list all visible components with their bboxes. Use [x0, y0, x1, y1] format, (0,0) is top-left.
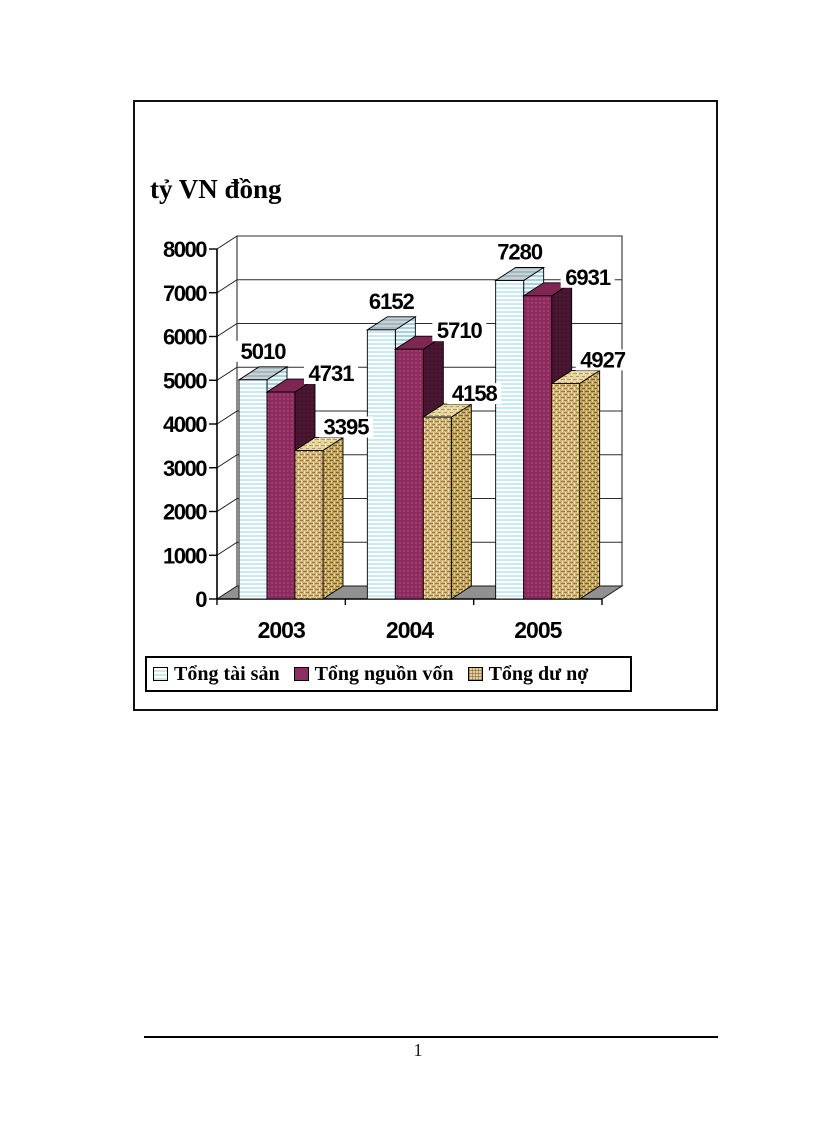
y-tick-label: 3000 — [163, 456, 207, 481]
gridline-side — [216, 279, 238, 294]
chart-frame: 0 1000 2000 3000 4000 5000 6000 7000 8000 2003 200… — [133, 100, 718, 711]
bar-value-label-bg — [236, 340, 290, 362]
x-category-label: 2003 — [258, 617, 305, 643]
legend-item-tong-du-no: Tổng dư nợ — [467, 662, 589, 686]
bar-value-label-bg — [560, 266, 615, 288]
bar-value-label-bg — [575, 349, 630, 371]
legend-label: Tổng nguồn vốn — [314, 662, 454, 685]
y-tick-label: 5000 — [163, 368, 207, 393]
bar-front — [266, 391, 296, 600]
y-tick-label: 8000 — [163, 237, 207, 262]
y-tick-label: 0 — [195, 587, 207, 612]
bar-side — [322, 436, 344, 600]
gridline-side — [216, 454, 238, 469]
bar-value-label: 4731 — [309, 361, 355, 386]
bar-tong-du-no-2005 — [550, 369, 602, 600]
legend-label: Tổng tài sản — [174, 662, 280, 685]
gridline-side — [216, 366, 238, 381]
bar-front — [238, 379, 268, 600]
bar-value-label: 5710 — [437, 318, 483, 343]
gridline-side — [216, 498, 238, 512]
chart-title: tỷ VN đồng — [150, 174, 282, 204]
footer-divider — [144, 1036, 718, 1038]
bar-front — [366, 329, 396, 600]
bar-front — [495, 280, 525, 600]
y-tick-label: 7000 — [163, 281, 207, 306]
legend-swatch-weave-icon — [467, 667, 483, 681]
bar-tong-du-no-2004 — [421, 403, 473, 600]
gridline-side — [216, 323, 238, 337]
legend-label: Tổng dư nợ — [488, 662, 589, 685]
gridline-side — [216, 541, 238, 556]
y-tick-label: 2000 — [163, 500, 207, 525]
bar-front — [422, 416, 452, 600]
y-tick-label: 1000 — [163, 543, 207, 568]
bar-value-label-bg — [364, 290, 419, 312]
bar-value-label-bg — [432, 320, 487, 342]
bar-value-label: 4927 — [580, 347, 626, 372]
bar-value-label: 4158 — [452, 381, 498, 406]
gridline-side — [216, 235, 238, 250]
legend-item-tong-nguon-von: Tổng nguồn vốn — [293, 662, 454, 686]
bar-value-label-bg — [447, 383, 502, 405]
bar-value-label-bg — [319, 416, 373, 438]
bar-tong-du-no-2003 — [293, 436, 345, 600]
bar-side — [579, 369, 601, 600]
bar-value-label: 6152 — [369, 289, 415, 314]
bar-value-label: 7280 — [497, 240, 543, 265]
legend-swatch-magenta-icon — [293, 667, 309, 681]
legend-swatch-striped-icon — [153, 667, 168, 681]
bar-side — [450, 403, 472, 600]
bar-chart-plot: 0 1000 2000 3000 4000 5000 6000 7000 8000 2003 200… — [163, 235, 630, 643]
bar-front — [551, 382, 581, 600]
chart-legend: Tổng tài sản Tổng nguồn vốn Tổng dư nợ — [145, 656, 632, 692]
bar-value-label: 6931 — [565, 265, 611, 290]
bar-value-label-bg — [304, 363, 358, 385]
page-number: 1 — [413, 1040, 423, 1060]
bar-value-label: 3395 — [324, 414, 370, 439]
y-tick-label: 4000 — [163, 412, 207, 437]
y-tick-label: 6000 — [163, 325, 207, 350]
x-category-label: 2004 — [386, 617, 434, 643]
bar-value-label-bg — [492, 241, 547, 263]
gridline-side — [216, 410, 238, 425]
x-category-label: 2005 — [514, 617, 562, 643]
bar-value-label: 5010 — [241, 339, 287, 364]
bar-front — [523, 295, 553, 600]
bar-front — [394, 348, 424, 600]
legend-item-tong-tai-san: Tổng tài sản — [153, 663, 280, 686]
bar-front — [294, 450, 324, 600]
